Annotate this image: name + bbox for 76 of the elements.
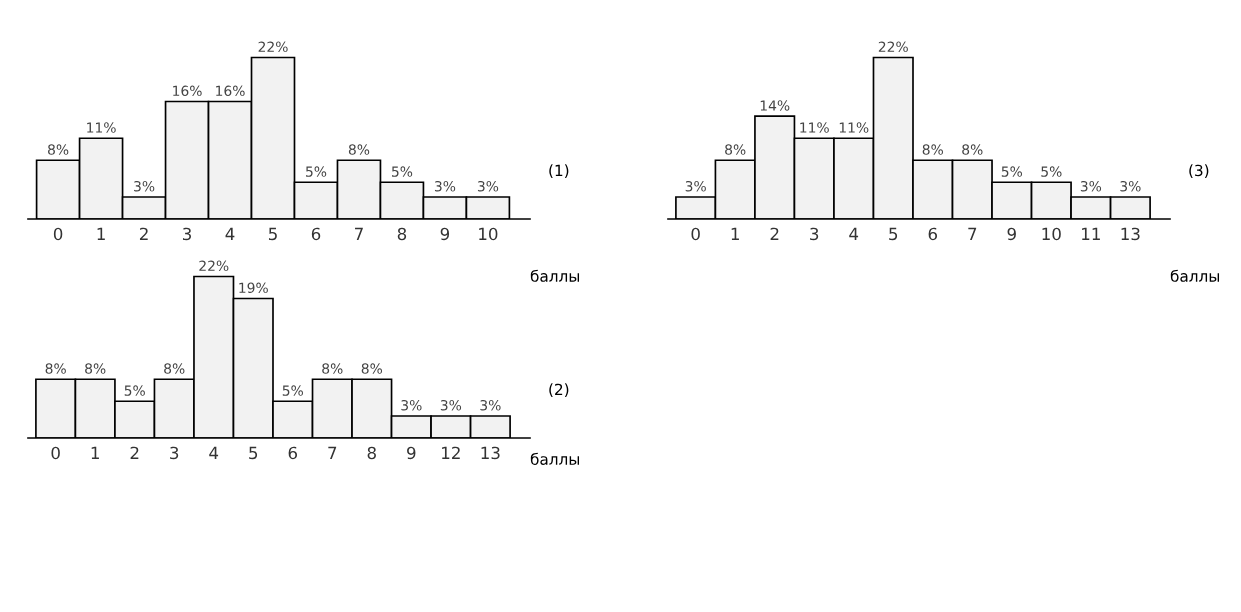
x-axis-title: баллы [530,452,580,465]
data-label: 3% [401,400,422,411]
data-label: 11% [87,122,116,133]
x-tick-label: 2 [130,446,139,459]
x-tick-label: 5 [249,446,258,460]
text: (3) [1189,164,1209,178]
data-label: 8% [725,144,746,155]
data-label: 8% [45,363,66,374]
x-axis-title: баллы [530,269,580,282]
x-tick-label: 6 [288,446,298,460]
x-tick-label: 4 [225,227,235,240]
data-label: 19% [239,282,268,294]
x-tick-label: 10 [1042,227,1061,241]
x-tick-label: 1 [91,446,99,459]
data-label: 8% [348,144,370,155]
text: (2) [549,383,569,397]
x-tick-label: 9 [440,227,450,241]
x-tick-label: 12 [442,446,460,459]
data-label: 11% [800,122,829,133]
x-tick-label: 0 [53,227,63,241]
x-tick-label: 0 [691,227,700,241]
data-label: 5% [306,166,327,177]
x-tick-label: 7 [355,227,363,240]
data-label: 22% [199,260,229,271]
data-label: 5% [392,166,413,177]
data-label: 22% [878,41,908,52]
data-label: 5% [1001,166,1023,177]
x-tick-label: 13 [481,446,500,460]
x-tick-label: 11 [1082,227,1100,240]
data-label: 8% [922,144,944,155]
data-label: 3% [477,181,499,192]
data-label: 3% [434,181,456,192]
x-tick-label: 3 [170,446,179,460]
x-tick-label: 2 [770,227,779,240]
x-tick-label: 7 [328,446,337,459]
x-tick-label: 2 [139,227,148,240]
data-label: 14% [760,100,790,111]
data-label: 11% [839,122,869,133]
data-label: 8% [361,363,383,374]
x-tick-label: 9 [407,446,416,460]
x-tick-label: 13 [1121,227,1140,241]
data-label: 8% [962,144,983,155]
x-tick-label: 9 [1007,227,1016,241]
text: (1) [549,164,569,178]
data-label: 3% [134,181,155,192]
x-tick-label: 3 [810,227,819,241]
data-label: 3% [1080,181,1102,192]
data-label: 22% [258,41,288,52]
data-label: 3% [480,400,501,411]
data-label: 16% [216,85,245,97]
data-label: 8% [48,144,69,155]
data-label: 5% [1041,166,1062,177]
x-tick-label: 5 [268,227,277,241]
data-label: 8% [322,363,343,374]
x-tick-label: 0 [51,446,60,460]
data-label: 5% [282,385,304,396]
x-tick-label: 3 [183,227,191,241]
x-tick-label: 1 [97,227,105,240]
data-label: 5% [124,385,145,396]
x-tick-label: 6 [311,227,321,241]
x-tick-label: 8 [397,227,407,241]
x-tick-label: 4 [849,227,859,240]
x-tick-label: 4 [209,446,219,459]
data-label: 3% [685,181,706,192]
data-label: 16% [173,85,202,97]
x-tick-label: 10 [479,227,498,241]
x-axis-title: баллы [1170,269,1220,282]
data-label: 8% [164,363,185,374]
data-label: 3% [1120,181,1141,192]
data-label: 3% [440,400,462,411]
x-tick-label: 7 [968,227,977,240]
x-tick-label: 8 [367,446,376,460]
data-label: 8% [85,363,106,374]
x-tick-label: 6 [928,227,938,241]
x-tick-label: 5 [889,227,898,241]
x-tick-label: 1 [731,227,739,240]
